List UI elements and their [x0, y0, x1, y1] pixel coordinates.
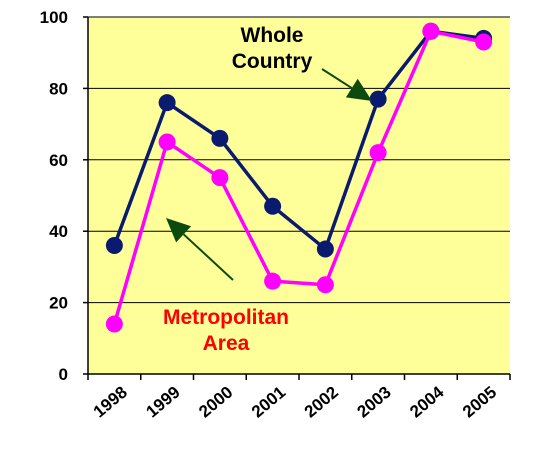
data-point — [211, 129, 229, 147]
x-tick-label: 2000 — [195, 383, 236, 422]
y-axis-ticks: 0 20 40 60 80 100 — [40, 8, 88, 384]
data-point — [211, 169, 229, 187]
data-point — [264, 197, 282, 215]
data-point — [475, 33, 493, 51]
data-point — [158, 133, 176, 151]
y-tick-label: 20 — [49, 294, 68, 313]
series-label-metropolitan-area: Metropolitan Area — [163, 306, 289, 355]
data-point — [422, 22, 440, 40]
data-point — [105, 236, 123, 254]
data-point — [316, 276, 334, 294]
data-point — [105, 315, 123, 333]
arrow-shaft — [321, 68, 353, 89]
y-tick-label: 80 — [49, 79, 68, 98]
arrow-head — [166, 218, 192, 243]
series-line — [112, 29, 484, 251]
arrow-shaft — [182, 233, 234, 281]
y-tick-label: 40 — [49, 222, 68, 241]
x-tick-label: 2002 — [301, 383, 342, 422]
arrow-metropolitan-area — [166, 218, 234, 281]
x-tick-label: 1999 — [143, 383, 184, 422]
x-tick-label: 2001 — [248, 383, 289, 422]
y-tick-label: 0 — [59, 365, 68, 384]
data-point — [264, 272, 282, 290]
data-point — [158, 94, 176, 112]
series-metropolitan-area — [105, 22, 493, 333]
series-label-whole-country: Whole Country — [232, 24, 313, 73]
data-point — [369, 90, 387, 108]
x-tick-label: 1998 — [90, 383, 131, 422]
data-series — [105, 22, 493, 333]
x-tick-label: 2005 — [459, 383, 500, 422]
y-tick-label: 100 — [40, 8, 68, 27]
annotations: Whole Country Metropolitan Area — [163, 24, 372, 355]
series-line — [112, 29, 484, 325]
y-tick-label: 60 — [49, 151, 68, 170]
data-point — [316, 240, 334, 258]
x-tick-label: 2004 — [406, 382, 448, 421]
arrow-head — [345, 78, 372, 101]
gridlines — [88, 16, 510, 304]
x-tick-label: 2003 — [354, 383, 395, 422]
data-point — [369, 144, 387, 162]
x-axis-ticks: 1998 1999 2000 2001 2002 2003 2004 2005 — [87, 374, 511, 422]
plot-background — [88, 17, 510, 374]
arrow-whole-country — [321, 68, 372, 101]
